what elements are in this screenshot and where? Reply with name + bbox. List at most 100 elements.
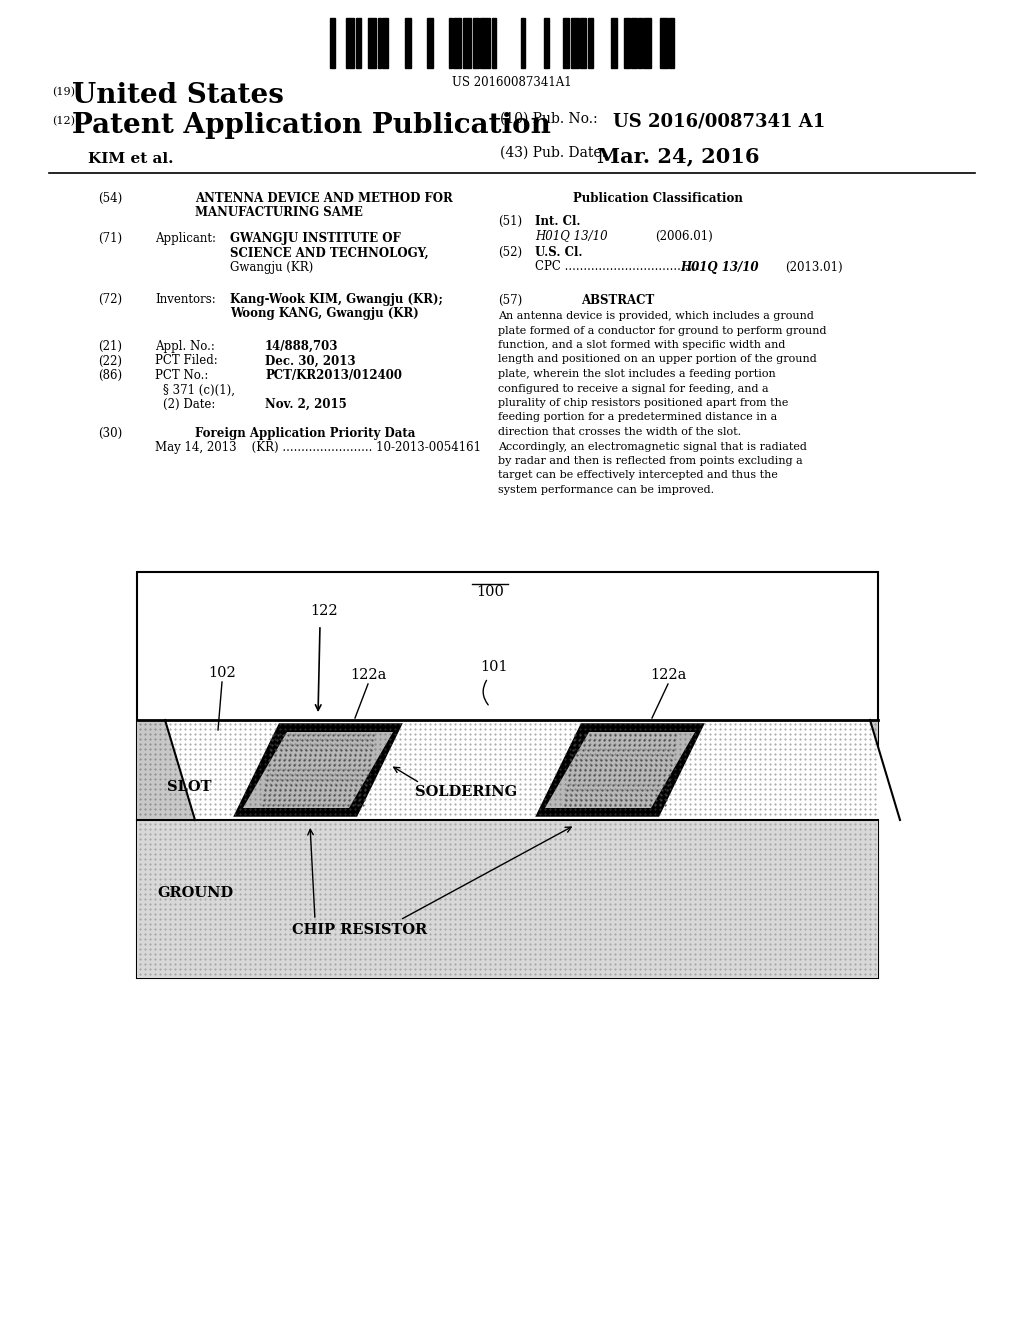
Text: by radar and then is reflected from points excluding a: by radar and then is reflected from poin… xyxy=(498,455,803,466)
Text: SCIENCE AND TECHNOLOGY,: SCIENCE AND TECHNOLOGY, xyxy=(230,247,429,260)
Bar xyxy=(638,18,642,69)
Polygon shape xyxy=(538,725,702,814)
Text: Kang-Wook KIM, Gwangju (KR);: Kang-Wook KIM, Gwangju (KR); xyxy=(230,293,442,306)
Bar xyxy=(624,18,630,69)
Text: (2) Date:: (2) Date: xyxy=(163,399,215,411)
Bar xyxy=(588,18,593,69)
Bar xyxy=(665,18,668,69)
Text: CPC ....................................: CPC .................................... xyxy=(535,260,699,273)
Text: (2006.01): (2006.01) xyxy=(655,230,713,243)
Text: May 14, 2013    (KR) ........................ 10-2013-0054161: May 14, 2013 (KR) ......................… xyxy=(155,441,481,454)
Text: GROUND: GROUND xyxy=(157,886,233,900)
Text: Foreign Application Priority Data: Foreign Application Priority Data xyxy=(195,426,416,440)
Bar xyxy=(382,18,388,69)
Bar xyxy=(368,18,376,69)
Bar xyxy=(404,18,411,69)
Text: Applicant:: Applicant: xyxy=(155,232,216,246)
Text: Gwangju (KR): Gwangju (KR) xyxy=(230,261,313,275)
Text: (86): (86) xyxy=(98,370,122,381)
Polygon shape xyxy=(545,733,695,808)
Bar xyxy=(643,18,651,69)
Text: 14/888,703: 14/888,703 xyxy=(265,341,339,352)
Text: feeding portion for a predetermined distance in a: feeding portion for a predetermined dist… xyxy=(498,412,777,422)
Text: PCT Filed:: PCT Filed: xyxy=(155,355,218,367)
Text: (10) Pub. No.:: (10) Pub. No.: xyxy=(500,112,598,125)
Text: SLOT: SLOT xyxy=(167,780,212,795)
Text: US 2016/0087341 A1: US 2016/0087341 A1 xyxy=(613,112,825,129)
Text: H01Q 13/10: H01Q 13/10 xyxy=(535,230,607,243)
Text: (57): (57) xyxy=(498,293,522,306)
Bar xyxy=(631,18,637,69)
Text: (72): (72) xyxy=(98,293,122,306)
Text: Dec. 30, 2013: Dec. 30, 2013 xyxy=(265,355,355,367)
Text: Publication Classification: Publication Classification xyxy=(573,191,742,205)
Bar xyxy=(473,18,479,69)
Bar xyxy=(427,18,433,69)
Text: 122a: 122a xyxy=(650,668,686,682)
Bar xyxy=(484,18,490,69)
Text: (51): (51) xyxy=(498,215,522,228)
Text: (71): (71) xyxy=(98,232,122,246)
Bar xyxy=(570,18,579,69)
Text: ABSTRACT: ABSTRACT xyxy=(582,293,654,306)
Bar xyxy=(449,18,453,69)
Text: configured to receive a signal for feeding, and a: configured to receive a signal for feedi… xyxy=(498,384,769,393)
Bar xyxy=(453,18,461,69)
Bar xyxy=(346,18,354,69)
Text: KIM et al.: KIM et al. xyxy=(88,152,173,166)
Bar xyxy=(137,820,878,978)
Bar xyxy=(563,18,569,69)
Text: (19): (19) xyxy=(52,87,75,98)
Bar xyxy=(137,719,878,820)
Text: Patent Application Publication: Patent Application Publication xyxy=(72,112,551,139)
Bar xyxy=(581,18,587,69)
Text: Mar. 24, 2016: Mar. 24, 2016 xyxy=(597,147,760,166)
Text: Int. Cl.: Int. Cl. xyxy=(535,215,581,228)
Text: (30): (30) xyxy=(98,426,122,440)
Bar xyxy=(356,18,360,69)
Text: US 20160087341A1: US 20160087341A1 xyxy=(453,77,571,88)
Text: system performance can be improved.: system performance can be improved. xyxy=(498,484,714,495)
Text: PCT No.:: PCT No.: xyxy=(155,370,208,381)
Text: 101: 101 xyxy=(480,660,508,675)
Text: (43) Pub. Date:: (43) Pub. Date: xyxy=(500,147,606,160)
Text: U.S. Cl.: U.S. Cl. xyxy=(535,246,583,259)
Text: (54): (54) xyxy=(98,191,122,205)
Bar xyxy=(611,18,617,69)
Text: H01Q 13/10: H01Q 13/10 xyxy=(680,260,759,273)
Text: 102: 102 xyxy=(208,667,236,680)
Text: function, and a slot formed with specific width and: function, and a slot formed with specifi… xyxy=(498,341,785,350)
Bar xyxy=(330,18,335,69)
Text: § 371 (c)(1),: § 371 (c)(1), xyxy=(163,384,234,396)
Text: (22): (22) xyxy=(98,355,122,367)
Polygon shape xyxy=(243,733,393,808)
Bar xyxy=(492,18,497,69)
Bar xyxy=(137,572,878,978)
Text: SOLDERING: SOLDERING xyxy=(415,785,517,799)
Text: United States: United States xyxy=(72,82,284,110)
Text: direction that crosses the width of the slot.: direction that crosses the width of the … xyxy=(498,426,741,437)
Text: GWANGJU INSTITUTE OF: GWANGJU INSTITUTE OF xyxy=(230,232,400,246)
Text: target can be effectively intercepted and thus the: target can be effectively intercepted an… xyxy=(498,470,778,480)
Bar xyxy=(521,18,524,69)
Bar xyxy=(669,18,674,69)
Text: (2013.01): (2013.01) xyxy=(785,260,843,273)
Text: Appl. No.:: Appl. No.: xyxy=(155,341,215,352)
Text: CHIP RESISTOR: CHIP RESISTOR xyxy=(293,923,428,937)
Bar xyxy=(480,18,483,69)
Bar xyxy=(659,18,664,69)
Text: (52): (52) xyxy=(498,246,522,259)
Text: 122: 122 xyxy=(310,605,338,618)
Text: Accordingly, an electromagnetic signal that is radiated: Accordingly, an electromagnetic signal t… xyxy=(498,441,807,451)
Text: plate formed of a conductor for ground to perform ground: plate formed of a conductor for ground t… xyxy=(498,326,826,335)
Bar xyxy=(463,18,471,69)
Text: Inventors:: Inventors: xyxy=(155,293,216,306)
Text: 122a: 122a xyxy=(350,668,386,682)
Polygon shape xyxy=(236,725,400,814)
Text: 100: 100 xyxy=(476,585,504,599)
Bar xyxy=(544,18,549,69)
Text: An antenna device is provided, which includes a ground: An antenna device is provided, which inc… xyxy=(498,312,814,321)
Text: plate, wherein the slot includes a feeding portion: plate, wherein the slot includes a feedi… xyxy=(498,370,776,379)
Bar xyxy=(378,18,381,69)
Text: plurality of chip resistors positioned apart from the: plurality of chip resistors positioned a… xyxy=(498,399,788,408)
